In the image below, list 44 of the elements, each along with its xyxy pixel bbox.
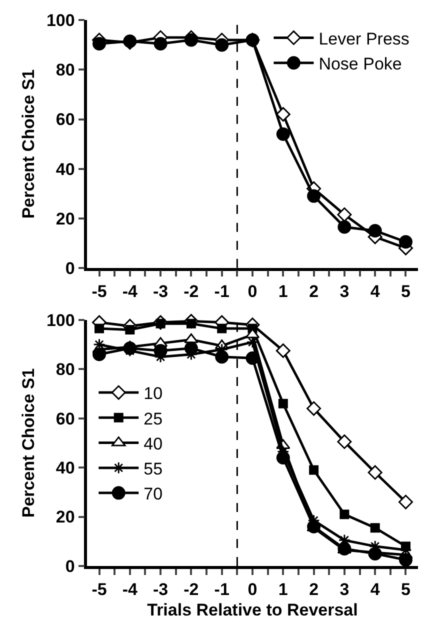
legend-label: 40 [144,434,163,454]
x-tick-label: 5 [401,282,410,302]
x-tick-label: -3 [152,580,168,600]
legend-label: 25 [144,409,163,428]
legend-label: Nose Poke [318,54,402,74]
x-tick-label: -2 [184,580,199,600]
y-tick-label: 0 [65,258,75,278]
legend-label: Lever Press [318,29,410,48]
y-tick-label: 100 [46,310,75,330]
y-axis-title: Percent Choice S1 [19,69,38,219]
x-tick-label: -4 [122,282,138,302]
x-axis-title: Trials Relative to Reversal [147,600,358,620]
x-tick-label: -2 [184,282,199,302]
x-tick-label: -5 [92,580,107,600]
x-tick-label: 4 [370,282,380,302]
y-tick-label: 60 [56,110,75,130]
y-tick-label: 80 [56,360,75,380]
x-tick-label: 5 [401,580,410,600]
y-tick-label: 0 [65,556,75,576]
y-tick-label: 40 [56,160,75,179]
legend-label: 55 [144,459,163,478]
x-tick-label: 2 [309,580,319,600]
y-tick-label: 20 [56,209,75,228]
x-tick-label: 3 [340,580,350,600]
x-tick-label: 1 [278,282,288,302]
x-tick-label: -5 [92,282,107,302]
x-tick-label: 1 [278,580,288,600]
x-tick-label: 2 [309,282,319,302]
x-tick-label: -4 [122,580,138,600]
y-tick-label: 40 [56,458,75,478]
y-tick-label: 80 [56,60,75,80]
x-tick-label: -3 [152,282,168,302]
x-tick-label: 3 [340,282,350,302]
x-tick-label: -1 [214,282,230,302]
y-tick-label: 60 [56,409,75,428]
y-tick-label: 100 [46,11,75,30]
y-axis-title: Percent Choice S1 [19,368,38,518]
legend-label: 10 [144,384,163,404]
y-tick-label: 20 [56,508,75,527]
x-tick-label: 0 [248,282,258,302]
x-tick-label: -1 [214,580,230,600]
legend-label: 70 [144,484,163,504]
x-tick-label: 4 [370,580,380,600]
x-tick-label: 0 [248,580,258,600]
